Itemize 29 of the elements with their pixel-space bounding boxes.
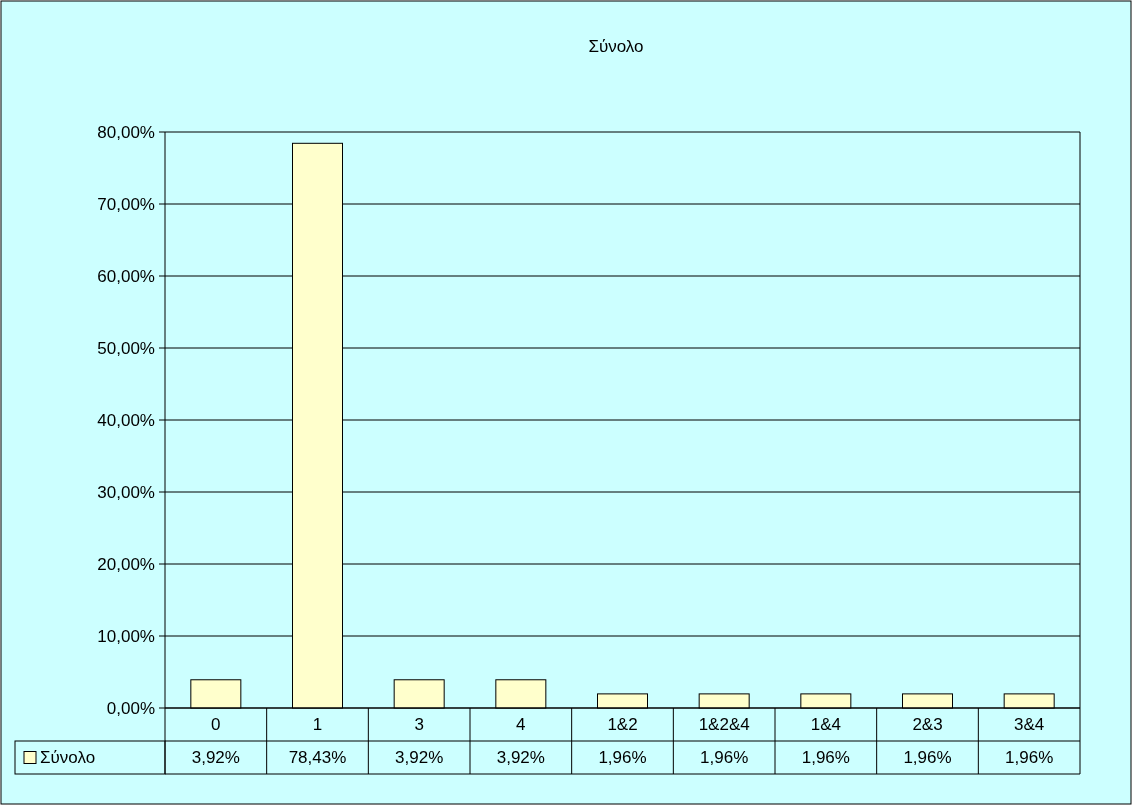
x-tick-label: 0	[211, 715, 221, 735]
data-label: 3,92%	[496, 748, 545, 768]
y-tick-label: 70,00%	[97, 194, 155, 214]
data-label: 3,92%	[191, 748, 240, 768]
data-label: 78,43%	[288, 748, 347, 768]
y-tick-label: 20,00%	[97, 554, 155, 574]
x-tick-label: 1&2	[607, 715, 638, 735]
y-tick-label: 10,00%	[97, 626, 155, 646]
x-tick-label: 1	[312, 715, 323, 735]
data-label: 3,92%	[395, 748, 444, 768]
x-tick-label: 3	[414, 715, 424, 735]
legend-label: Σύνολο	[40, 748, 96, 768]
data-label: 1,96%	[801, 748, 850, 768]
y-tick-label: 0,00%	[106, 698, 155, 718]
data-label: 1,96%	[598, 748, 647, 768]
y-tick-label: 30,00%	[97, 482, 155, 502]
y-tick-label: 80,00%	[97, 122, 155, 142]
x-tick-label: 2&3	[912, 715, 943, 735]
y-tick-label: 50,00%	[97, 338, 155, 358]
x-tick-label: 1&2&4	[698, 715, 750, 735]
x-tick-label: 1&4	[810, 715, 841, 735]
y-tick-label: 60,00%	[97, 266, 155, 286]
x-tick-label: 3&4	[1014, 715, 1045, 735]
data-label: 1,96%	[700, 748, 749, 768]
chart-title: Σύνολο	[588, 37, 644, 56]
y-tick-label: 40,00%	[97, 410, 155, 430]
data-label: 1,96%	[1005, 748, 1054, 768]
data-label: 1,96%	[903, 748, 952, 768]
x-tick-label: 4	[516, 715, 526, 735]
